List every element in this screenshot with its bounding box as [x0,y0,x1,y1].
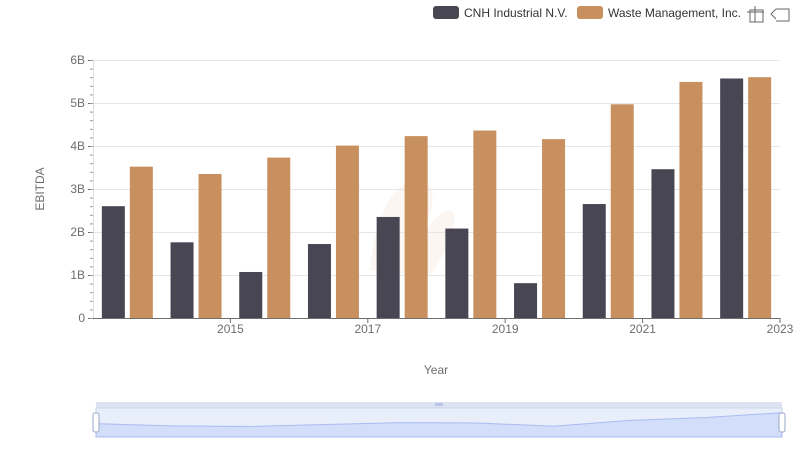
y-axis-minor-ticks [90,60,93,319]
bar-cnh-2014[interactable] [101,206,125,318]
data-zoom-right-handle[interactable] [778,412,786,433]
y-tick-label: 6B [70,53,85,67]
bar-cnh-2021[interactable] [582,204,606,318]
bar-wm-2023[interactable] [748,77,772,318]
bars [101,77,772,319]
bar-wm-2014[interactable] [129,166,153,318]
x-axis-labels: 2015 2017 2019 2021 2023 [217,318,794,336]
y-tick-label: 1B [70,268,85,282]
bar-wm-2020[interactable] [542,139,566,318]
bar-wm-2022[interactable] [679,81,703,319]
bar-cnh-2018[interactable] [376,216,400,318]
y-tick-label: 3B [70,182,85,196]
legend-label-cnh: CNH Industrial N.V. [464,6,568,20]
bar-cnh-2017[interactable] [307,244,331,318]
x-tick-label: 2019 [492,322,519,336]
y-tick-label: 5B [70,96,85,110]
x-tick-label: 2023 [767,322,794,336]
y-tick-label: 2B [70,225,85,239]
bar-cnh-2019[interactable] [445,228,469,318]
x-axis-title: Year [424,363,448,377]
bar-cnh-2020[interactable] [514,283,538,318]
data-zoom-preview-area [95,412,783,438]
legend: CNH Industrial N.V. Waste Management, In… [433,6,741,20]
legend-item-cnh[interactable]: CNH Industrial N.V. [433,6,568,20]
bar-wm-2021[interactable] [610,104,634,318]
bar-cnh-2023[interactable] [720,78,744,319]
y-axis-title: EBITDA [33,167,47,210]
legend-label-wm: Waste Management, Inc. [608,6,741,20]
restore-arrow-icon[interactable] [770,8,790,22]
zoom-crosshair-icon[interactable] [747,6,764,23]
x-tick-label: 2015 [217,322,244,336]
data-zoom-move-handle[interactable] [435,403,443,406]
legend-item-wm[interactable]: Waste Management, Inc. [577,6,741,20]
x-tick-label: 2017 [354,322,381,336]
y-axis-labels: 0 1B 2B 3B 4B 5B 6B [70,53,85,325]
bar-cnh-2016[interactable] [239,271,263,318]
y-tick-label: 4B [70,139,85,153]
x-tick-label: 2021 [629,322,656,336]
bar-wm-2015[interactable] [198,173,222,318]
y-tick-label: 0 [78,311,85,325]
legend-swatch-wm [577,6,603,19]
bar-cnh-2022[interactable] [651,169,675,318]
data-zoom-left-handle[interactable] [92,412,100,433]
bar-wm-2019[interactable] [473,130,497,318]
bar-wm-2016[interactable] [267,157,291,318]
legend-swatch-cnh [433,6,459,19]
bar-wm-2018[interactable] [404,136,428,318]
bar-cnh-2015[interactable] [170,242,194,318]
data-zoom-slider[interactable] [92,402,786,438]
bar-wm-2017[interactable] [335,145,359,318]
